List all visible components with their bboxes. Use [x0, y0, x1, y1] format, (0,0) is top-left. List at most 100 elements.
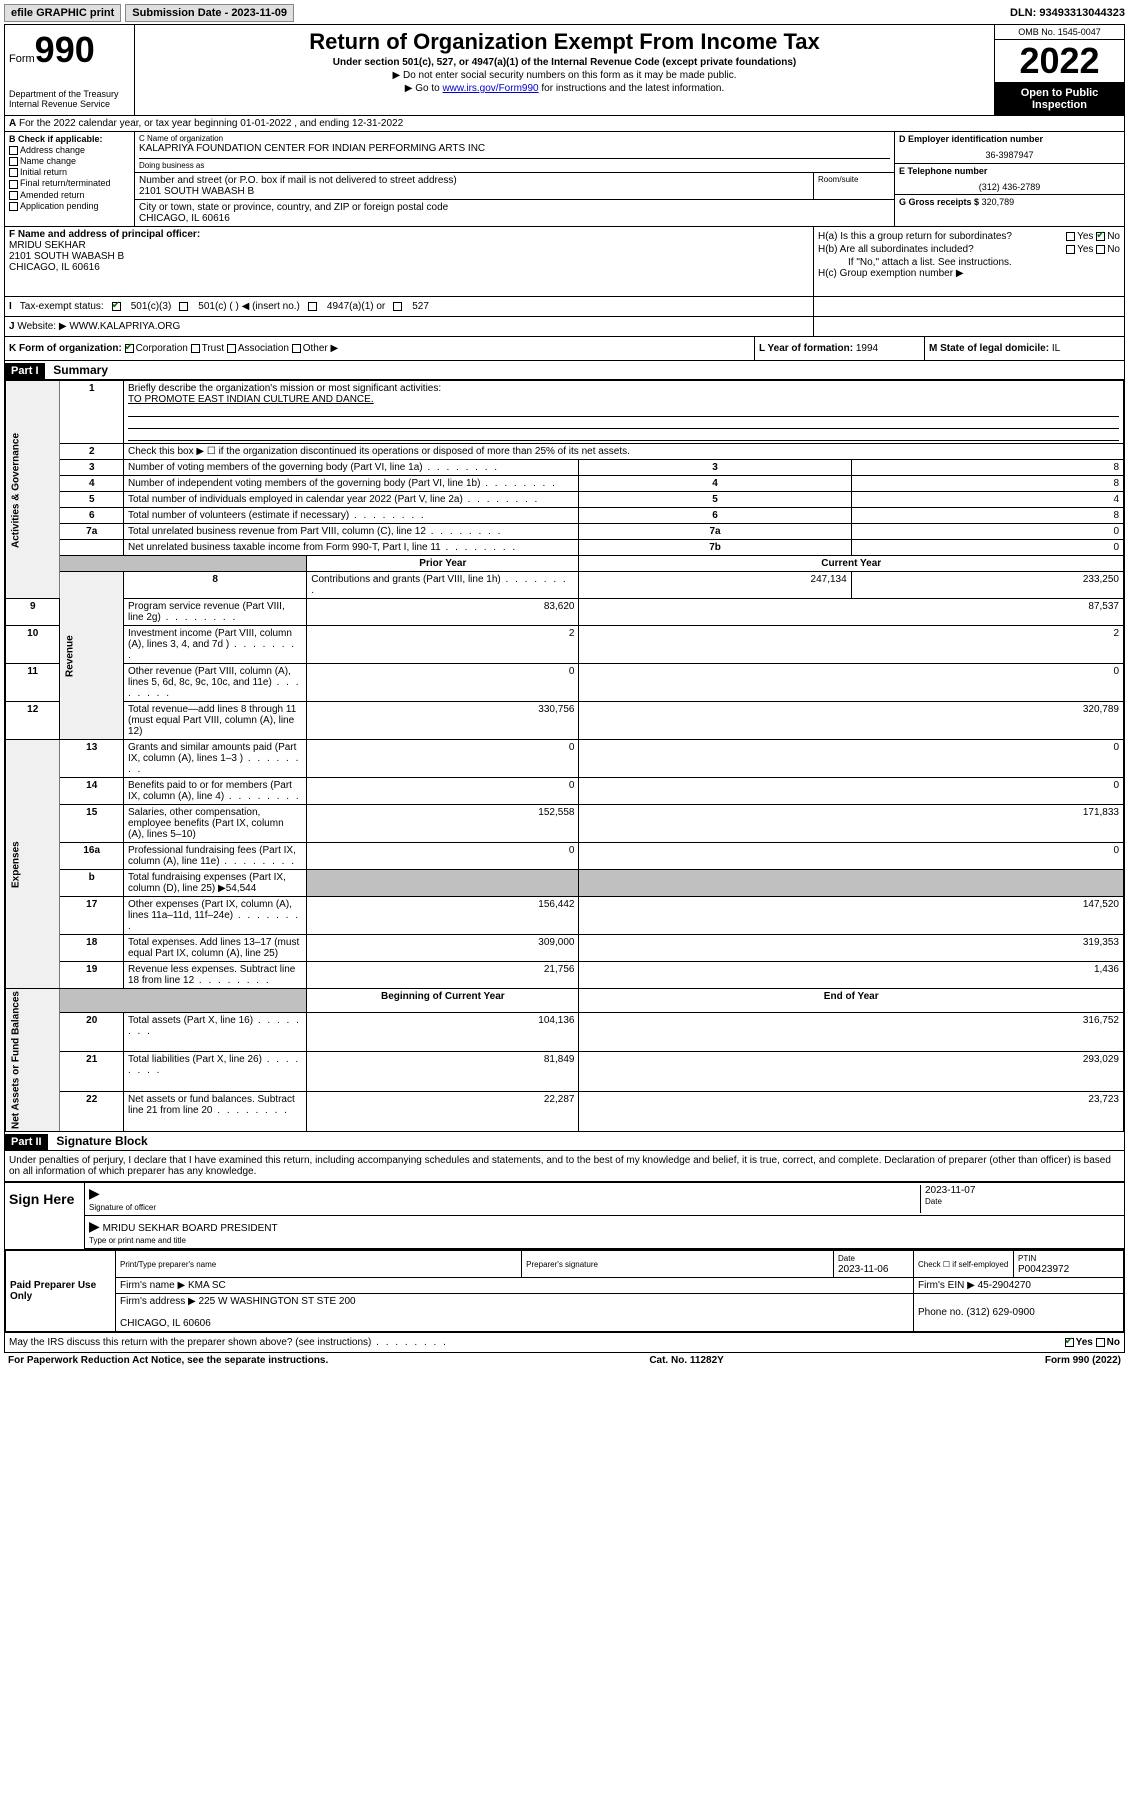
row-21: Total liabilities (Part X, line 26) — [128, 1054, 300, 1076]
firm-phone-label: Phone no. — [918, 1307, 964, 1318]
form-label: Form — [9, 53, 35, 65]
row-13: Grants and similar amounts paid (Part IX… — [128, 742, 300, 775]
ha-no[interactable] — [1096, 232, 1105, 241]
firm-addr-label: Firm's address ▶ — [120, 1296, 196, 1307]
hb-note: If "No," attach a list. See instructions… — [818, 257, 1120, 268]
q1-label: Briefly describe the organization's miss… — [128, 383, 441, 394]
cat-number: Cat. No. 11282Y — [649, 1355, 723, 1366]
sig-declaration: Under penalties of perjury, I declare th… — [5, 1151, 1124, 1183]
sign-here-label: Sign Here — [5, 1183, 85, 1249]
row-11: Other revenue (Part VIII, column (A), li… — [128, 666, 300, 699]
line-a: A For the 2022 calendar year, or tax yea… — [5, 116, 1124, 132]
row-6: Total number of volunteers (estimate if … — [128, 510, 426, 521]
firm-ein-label: Firm's EIN ▶ — [918, 1280, 975, 1291]
form-number: 990 — [35, 29, 95, 70]
row-12: Total revenue—add lines 8 through 11 (mu… — [128, 704, 296, 737]
state-domicile: IL — [1052, 343, 1060, 354]
pra-notice: For Paperwork Reduction Act Notice, see … — [8, 1355, 328, 1366]
ein-label: D Employer identification number — [899, 134, 1120, 144]
chk-name-change[interactable] — [9, 157, 18, 166]
sec-b-label: B Check if applicable: — [9, 134, 130, 144]
mission-text: TO PROMOTE EAST INDIAN CULTURE AND DANCE… — [128, 394, 374, 405]
tax-year: 2022 — [995, 40, 1124, 83]
city-label: City or town, state or province, country… — [139, 202, 890, 213]
hb-label: H(b) Are all subordinates included? — [818, 244, 974, 255]
irs-link[interactable]: www.irs.gov/Form990 — [442, 83, 538, 94]
chk-initial-return[interactable] — [9, 168, 18, 177]
self-employed: Check ☐ if self-employed — [918, 1260, 1008, 1269]
may-irs-no[interactable] — [1096, 1338, 1105, 1347]
q2-text: Check this box ▶ ☐ if the organization d… — [124, 444, 1124, 460]
arrow-icon: ▶ — [89, 1185, 100, 1201]
omb-number: OMB No. 1545-0047 — [995, 25, 1124, 40]
addr-label: Number and street (or P.O. box if mail i… — [139, 175, 809, 186]
row-22: Net assets or fund balances. Subtract li… — [128, 1094, 295, 1116]
hc-label: H(c) Group exemption number ▶ — [818, 268, 1120, 279]
firm-name: KMA SC — [188, 1280, 226, 1291]
row-4: Number of independent voting members of … — [128, 478, 557, 489]
part1-title: Summary — [47, 361, 114, 379]
officer-name: MRIDU SEKHAR — [9, 240, 809, 251]
dept-treasury: Department of the Treasury Internal Reve… — [9, 89, 130, 109]
org-name-label: C Name of organization — [139, 134, 890, 143]
phone-value: (312) 436-2789 — [899, 182, 1120, 192]
chk-assoc[interactable] — [227, 344, 236, 353]
row-19: Revenue less expenses. Subtract line 18 … — [128, 964, 295, 986]
may-irs-yes[interactable] — [1065, 1338, 1074, 1347]
prep-date: 2023-11-06 — [838, 1264, 888, 1275]
row-16a: Professional fundraising fees (Part IX, … — [128, 845, 296, 867]
ptin-value: P00423972 — [1018, 1264, 1069, 1275]
ha-yes[interactable] — [1066, 232, 1075, 241]
website-value: WWW.KALAPRIYA.ORG — [69, 321, 180, 332]
ein-value: 36-3987947 — [899, 150, 1120, 160]
m-label: M State of legal domicile: — [929, 343, 1049, 354]
form-title: Return of Organization Exempt From Incom… — [139, 29, 990, 55]
prep-sig-label: Preparer's signature — [526, 1260, 598, 1269]
chk-corp[interactable] — [125, 344, 134, 353]
row-15: Salaries, other compensation, employee b… — [128, 807, 284, 840]
hb-no[interactable] — [1096, 245, 1105, 254]
arrow-icon: ▶ — [89, 1218, 100, 1234]
hb-yes[interactable] — [1066, 245, 1075, 254]
website-label: Website: ▶ — [17, 321, 66, 332]
chk-501c[interactable] — [179, 302, 188, 311]
chk-address-change[interactable] — [9, 146, 18, 155]
sig-date-value: 2023-11-07 — [925, 1185, 975, 1196]
gross-receipts-value: 320,789 — [982, 197, 1015, 207]
ha-label: H(a) Is this a group return for subordin… — [818, 231, 1012, 242]
officer-label: F Name and address of principal officer: — [9, 229, 809, 240]
row-17: Other expenses (Part IX, column (A), lin… — [128, 899, 300, 932]
part1-header: Part I — [5, 363, 45, 379]
gross-receipts-label: G Gross receipts $ — [899, 197, 979, 207]
row-14: Benefits paid to or for members (Part IX… — [128, 780, 301, 802]
chk-527[interactable] — [393, 302, 402, 311]
dba-label: Doing business as — [139, 161, 890, 170]
chk-final-return[interactable] — [9, 180, 18, 189]
chk-other[interactable] — [292, 344, 301, 353]
phone-label: E Telephone number — [899, 166, 1120, 176]
vert-activities: Activities & Governance — [6, 381, 60, 599]
chk-4947[interactable] — [308, 302, 317, 311]
chk-app-pending[interactable] — [9, 202, 18, 211]
note-goto-post: for instructions and the latest informat… — [539, 83, 725, 94]
vert-expenses: Expenses — [6, 740, 60, 989]
sig-date-label: Date — [925, 1197, 942, 1206]
note-ssn: ▶ Do not enter social security numbers o… — [139, 70, 990, 81]
note-goto-pre: ▶ Go to — [405, 83, 443, 94]
row-3: Number of voting members of the governin… — [128, 462, 499, 473]
row-10: Investment income (Part VIII, column (A)… — [128, 628, 296, 661]
dln: DLN: 93493313044323 — [1010, 7, 1125, 19]
submission-date: Submission Date - 2023-11-09 — [125, 4, 294, 22]
chk-amended[interactable] — [9, 191, 18, 200]
row-7a: Total unrelated business revenue from Pa… — [128, 526, 502, 537]
row-9: Program service revenue (Part VIII, line… — [128, 601, 285, 623]
col-end: End of Year — [579, 989, 1124, 1013]
chk-trust[interactable] — [191, 344, 200, 353]
col-current: Current Year — [579, 556, 1124, 572]
row-18: Total expenses. Add lines 13–17 (must eq… — [128, 937, 299, 959]
efile-button[interactable]: efile GRAPHIC print — [4, 4, 121, 22]
chk-501c3[interactable] — [112, 302, 121, 311]
room-suite-label: Room/suite — [814, 173, 894, 199]
street-address: 2101 SOUTH WABASH B — [139, 186, 809, 197]
print-name-label: Type or print name and title — [89, 1236, 186, 1245]
